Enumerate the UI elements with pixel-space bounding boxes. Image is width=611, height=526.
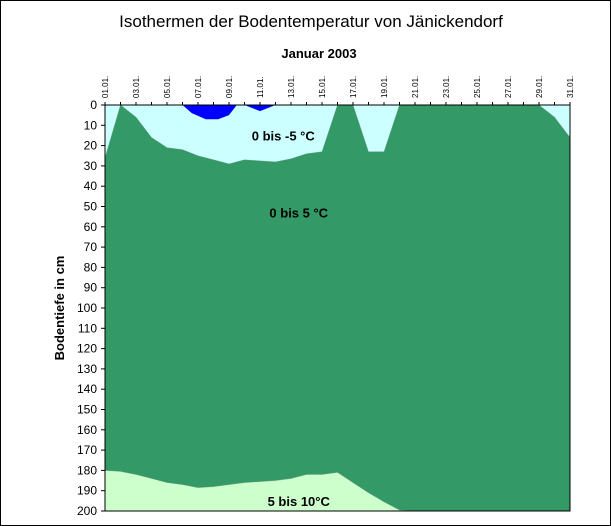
area-label-0-bis-5-c: 0 bis 5 °C — [269, 206, 328, 221]
y-tick-label: 110 — [78, 321, 97, 335]
y-tick-label: 70 — [84, 240, 98, 254]
chart-title: Isothermen der Bodentemperatur von Jänic… — [119, 12, 503, 31]
y-tick-label: 140 — [77, 382, 97, 396]
y-tick-label: 120 — [77, 342, 97, 356]
y-tick-label: 160 — [77, 423, 97, 437]
y-tick-label: 20 — [84, 139, 98, 153]
y-tick-label: 80 — [84, 260, 98, 274]
x-tick-label: 03.01. — [132, 76, 141, 98]
y-tick-label: 180 — [77, 463, 97, 477]
y-tick-label: 60 — [84, 220, 98, 234]
x-tick-label: 25.01. — [473, 76, 482, 98]
area-0-bis-5-c-1 — [182, 105, 237, 120]
x-tick-label: 17.01. — [349, 76, 358, 98]
plot-area: 0 10 20 30 40 50 60 70 80 90 100 110 120 130 140 150 160… — [77, 76, 575, 518]
x-tick-label: 21.01. — [411, 76, 420, 98]
chart-subtitle: Januar 2003 — [281, 46, 356, 61]
x-tick-label: 15.01. — [318, 76, 327, 98]
y-tick-label: 170 — [77, 443, 97, 457]
area-label-0-bis-5-c: 0 bis -5 °C — [252, 128, 316, 143]
y-tick-label: 150 — [77, 403, 97, 417]
y-tick-label: 130 — [77, 362, 97, 376]
y-tick-label: 30 — [84, 159, 98, 173]
x-tick-label: 07.01. — [194, 76, 203, 98]
area-unlabeled-2 — [244, 105, 276, 112]
x-tick-label: 19.01. — [380, 76, 389, 98]
area-label-5-bis-10-c: 5 bis 10°C — [268, 494, 331, 509]
y-tick-label: 10 — [84, 118, 98, 132]
y-tick-label: 90 — [84, 281, 98, 295]
y-tick-label: 40 — [84, 179, 98, 193]
y-axis-label: Bodentiefe in cm — [52, 256, 67, 361]
x-tick-label: 29.01. — [535, 76, 544, 98]
area-5-bis-10-c-3 — [105, 470, 570, 511]
y-tick-label: 100 — [77, 301, 97, 315]
x-tick-label: 01.01. — [101, 76, 110, 98]
x-tick-label: 11.01. — [256, 76, 265, 98]
x-tick-label: 13.01. — [287, 76, 296, 98]
x-tick-label: 31.01. — [566, 76, 575, 98]
y-tick-label: 190 — [77, 484, 97, 498]
x-tick-label: 23.01. — [442, 76, 451, 98]
x-tick-label: 05.01. — [163, 76, 172, 98]
y-tick-label: 0 — [90, 98, 97, 112]
x-tick-label: 27.01. — [504, 76, 513, 98]
area-0-bis-5-c-0 — [105, 105, 570, 511]
y-tick-label: 200 — [77, 504, 97, 518]
y-tick-label: 50 — [84, 200, 98, 214]
x-tick-label: 09.01. — [225, 76, 234, 98]
